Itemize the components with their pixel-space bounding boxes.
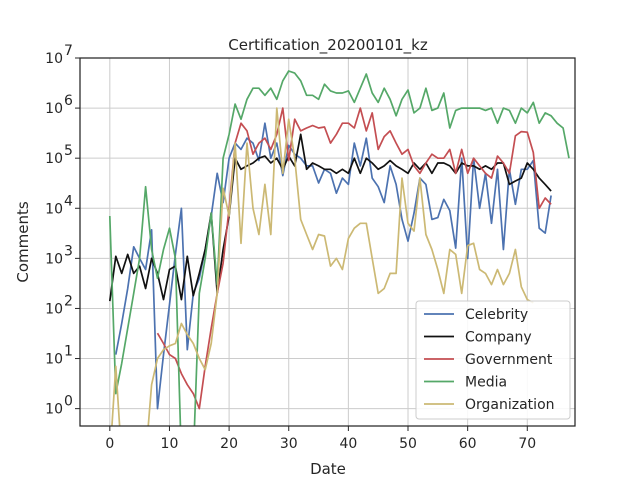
x-tick-label: 20 <box>220 436 238 452</box>
y-tick-label: 10 <box>45 151 63 167</box>
y-axis-title: Comments <box>14 201 32 282</box>
x-axis-title: Date <box>310 460 346 478</box>
legend-label-celebrity: Celebrity <box>465 307 528 323</box>
y-tick-exponent: 6 <box>64 93 73 109</box>
y-tick-exponent: 7 <box>64 43 73 59</box>
legend-box <box>415 300 571 420</box>
x-tick-label: 70 <box>518 436 536 452</box>
legend: Celebrity Company Government Media Organizat… <box>415 300 571 420</box>
y-tick-exponent: 4 <box>64 193 73 209</box>
x-tick-label: 50 <box>399 436 417 452</box>
series-line-media <box>108 70 570 426</box>
series-line-company <box>108 133 552 302</box>
series-line-government <box>156 107 552 410</box>
legend-label-company: Company <box>465 330 532 346</box>
plot-frame <box>79 57 576 427</box>
y-tick-label: 10 <box>45 352 63 368</box>
x-tick-label: 30 <box>280 436 298 452</box>
x-tick-label: 0 <box>105 436 114 452</box>
legend-label-media: Media <box>465 375 507 391</box>
y-tick-label: 10 <box>45 51 63 67</box>
y-tick-label: 10 <box>45 402 63 418</box>
legend-label-organization: Organization <box>465 397 555 413</box>
plot-area <box>108 70 570 426</box>
x-tick-label: 60 <box>459 436 477 452</box>
series-line-organization <box>111 107 534 426</box>
y-tick-label: 10 <box>45 101 63 117</box>
y-tick-label: 10 <box>45 251 63 267</box>
series-lines <box>108 70 570 426</box>
y-tick-label: 10 <box>45 201 63 217</box>
legend-label-government: Government <box>465 352 553 368</box>
chart-title: Certification_20200101_kz <box>228 36 428 55</box>
y-tick-exponent: 5 <box>64 143 73 159</box>
x-tick-label: 10 <box>161 436 179 452</box>
y-tick-label: 10 <box>45 301 63 317</box>
x-tick-label: 40 <box>339 436 357 452</box>
y-tick-exponent: 3 <box>64 243 73 259</box>
y-tick-exponent: 2 <box>64 293 73 309</box>
y-tick-exponent: 1 <box>64 344 73 360</box>
series-line-celebrity <box>114 122 552 410</box>
y-tick-exponent: 0 <box>64 394 73 410</box>
